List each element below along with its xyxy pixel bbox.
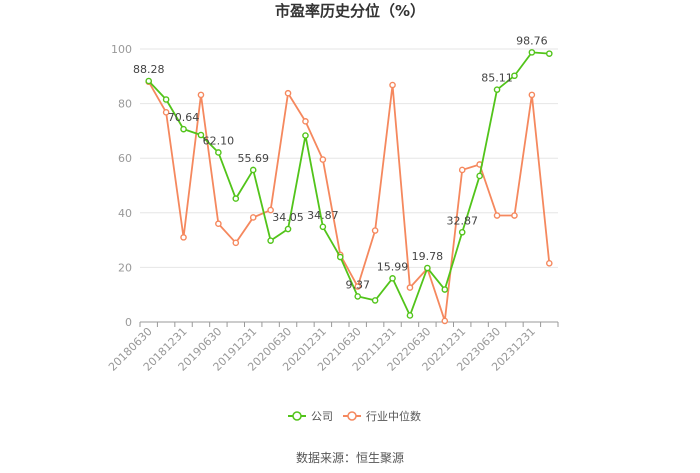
data-label: 85.11 — [481, 72, 513, 85]
point-company[interactable] — [406, 312, 414, 319]
data-label: 62.10 — [203, 134, 235, 147]
legend-label-company: 公司 — [311, 410, 333, 423]
y-tick-label: 100 — [111, 43, 132, 56]
point-industry[interactable] — [162, 109, 170, 116]
point-company[interactable] — [145, 77, 153, 85]
point-company[interactable] — [528, 49, 536, 56]
point-industry[interactable] — [511, 212, 518, 219]
data-label: 34.87 — [307, 209, 339, 222]
data-label: 15.99 — [377, 260, 409, 273]
y-tick-label: 40 — [118, 207, 132, 220]
data-label: 88.28 — [133, 63, 165, 76]
point-company[interactable] — [302, 132, 309, 139]
data-label: 19.78 — [412, 250, 444, 263]
data-label: 98.76 — [516, 34, 548, 47]
point-company[interactable] — [162, 96, 170, 103]
point-company[interactable] — [371, 297, 379, 304]
point-company[interactable] — [389, 275, 396, 282]
point-company[interactable] — [476, 172, 483, 180]
point-company[interactable] — [424, 264, 431, 272]
legend-label-industry: 行业中位数 — [366, 409, 421, 423]
series-line-company — [148, 51, 550, 317]
point-company[interactable] — [215, 149, 222, 156]
point-industry[interactable] — [406, 284, 414, 291]
point-industry[interactable] — [389, 81, 396, 89]
point-industry[interactable] — [267, 206, 274, 214]
point-company[interactable] — [336, 253, 344, 261]
x-axis: 2018063020181231201906302019123120200630… — [106, 322, 559, 374]
data-label: 34.05 — [272, 211, 304, 224]
legend-marker-company — [292, 411, 302, 421]
point-industry[interactable] — [249, 214, 257, 221]
point-industry[interactable] — [545, 260, 553, 267]
legend-item-company[interactable]: 公司 — [288, 410, 333, 423]
y-tick-label: 0 — [125, 316, 132, 329]
point-company[interactable] — [545, 50, 553, 57]
point-industry[interactable] — [371, 227, 379, 234]
point-company[interactable] — [458, 228, 466, 236]
point-company[interactable] — [267, 237, 274, 244]
point-company[interactable] — [232, 195, 240, 202]
point-company[interactable] — [180, 125, 187, 133]
point-industry[interactable] — [284, 89, 292, 97]
point-company[interactable] — [354, 293, 362, 300]
legend[interactable]: 公司 行业中位数 — [288, 409, 421, 423]
y-axis: 0 20 40 60 80 100 — [111, 43, 132, 329]
legend-item-industry[interactable]: 行业中位数 — [343, 409, 421, 423]
point-company[interactable] — [441, 286, 449, 293]
point-industry[interactable] — [441, 317, 449, 325]
source-text: 数据来源：恒生聚源 — [296, 450, 404, 465]
series-line-industry — [147, 81, 551, 322]
point-industry[interactable] — [458, 166, 466, 174]
point-industry[interactable] — [215, 220, 222, 228]
point-company[interactable] — [197, 131, 205, 139]
point-company[interactable] — [511, 72, 518, 80]
y-tick-label: 80 — [118, 98, 132, 111]
point-industry[interactable] — [302, 118, 309, 125]
data-label: 32.87 — [446, 214, 478, 227]
data-label: 9.37 — [345, 278, 370, 291]
point-company[interactable] — [493, 86, 501, 93]
point-company[interactable] — [284, 225, 292, 233]
point-industry[interactable] — [528, 91, 536, 99]
point-industry[interactable] — [354, 283, 362, 290]
legend-marker-industry — [347, 411, 357, 421]
point-company[interactable] — [319, 223, 327, 231]
point-industry[interactable] — [493, 212, 501, 219]
data-label: 55.69 — [237, 152, 269, 165]
point-industry[interactable] — [232, 239, 240, 247]
point-industry[interactable] — [197, 91, 205, 99]
y-tick-label: 60 — [118, 152, 132, 165]
point-industry[interactable] — [180, 234, 187, 241]
point-industry[interactable] — [319, 156, 327, 163]
y-tick-label: 20 — [118, 261, 132, 274]
series-group — [145, 49, 553, 325]
point-company[interactable] — [249, 166, 257, 174]
chart-title: 市盈率历史分位（%） — [275, 2, 425, 20]
data-label: 70.64 — [168, 111, 200, 124]
